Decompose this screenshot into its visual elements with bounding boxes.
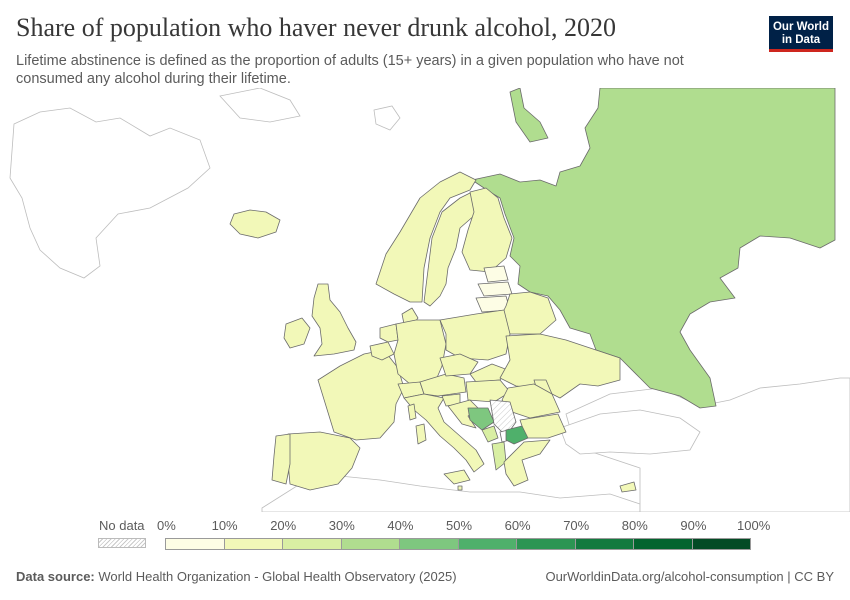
country-sweden[interactable] [423, 191, 477, 307]
country-belgium[interactable] [369, 341, 395, 361]
legend-tick-8: 80% [621, 518, 648, 533]
legend-bin-0[interactable] [165, 538, 225, 550]
legend-tick-7: 70% [563, 518, 590, 533]
country-estonia[interactable] [483, 265, 509, 283]
legend-bin-5[interactable] [458, 538, 517, 550]
legend-tick-6: 60% [504, 518, 531, 533]
country-finland[interactable] [461, 187, 513, 273]
country-germany[interactable] [393, 319, 447, 385]
data-source-label: Data source: [16, 569, 95, 584]
legend-color-bins [165, 538, 751, 550]
owid-logo[interactable]: Our World in Data [769, 16, 833, 52]
logo-line-1: Our World [772, 21, 829, 33]
no-data-regions [9, 88, 850, 512]
turkey-outline[interactable] [559, 409, 701, 455]
country-latvia[interactable] [477, 281, 513, 297]
legend-bin-6[interactable] [517, 538, 576, 550]
country-bosnia-herzegovina[interactable] [467, 407, 495, 431]
arctic-islands-outline[interactable] [219, 88, 301, 123]
country-malta[interactable] [457, 485, 463, 491]
logo-accent-bar [769, 49, 833, 52]
country-netherlands[interactable] [379, 323, 399, 343]
page-title: Share of population who haver never drun… [16, 13, 617, 42]
legend-bin-8[interactable] [634, 538, 693, 550]
country-sicily[interactable] [443, 469, 471, 485]
data-source: Data source: World Health Organization -… [16, 569, 457, 584]
legend-tick-3: 30% [328, 518, 355, 533]
country-north-macedonia[interactable] [505, 425, 529, 445]
svalbard-outline[interactable] [373, 105, 401, 131]
country-hungary[interactable] [465, 379, 511, 403]
legend-tick-2: 20% [270, 518, 297, 533]
legend-tick-10: 100% [737, 518, 771, 533]
legend-bin-9[interactable] [692, 538, 751, 550]
country-bulgaria[interactable] [519, 413, 567, 439]
country-croatia[interactable] [447, 399, 479, 429]
country-iceland[interactable] [229, 209, 281, 239]
legend-bin-2[interactable] [283, 538, 342, 550]
country-norway[interactable] [375, 171, 477, 303]
legend-tick-1: 10% [211, 518, 238, 533]
russia-novaya-zemlya[interactable] [509, 88, 549, 143]
data-source-text[interactable]: World Health Organization - Global Healt… [98, 569, 457, 584]
country-sardinia[interactable] [415, 423, 427, 445]
greenland-outline[interactable] [9, 107, 211, 279]
country-ukraine[interactable] [499, 333, 621, 399]
legend-no-data-label: No data [99, 518, 145, 533]
country-czechia[interactable] [439, 353, 479, 377]
legend-bin-1[interactable] [224, 538, 283, 550]
country-montenegro[interactable] [481, 425, 499, 443]
legend-no-data-swatch[interactable] [98, 538, 146, 548]
legend-bin-4[interactable] [400, 538, 459, 550]
country-greece[interactable] [503, 439, 551, 487]
country-russia[interactable] [471, 88, 836, 409]
page-subtitle: Lifetime abstinence is defined as the pr… [16, 53, 684, 87]
owid-url[interactable]: OurWorldinData.org/alcohol-consumption |… [545, 569, 834, 584]
country-cyprus[interactable] [619, 481, 637, 493]
country-france[interactable] [317, 349, 405, 441]
legend-tick-4: 40% [387, 518, 414, 533]
logo-line-2: in Data [781, 34, 821, 46]
country-ireland[interactable] [283, 317, 311, 349]
country-italy[interactable] [403, 393, 485, 473]
country-poland[interactable] [439, 309, 511, 361]
legend-tick-9: 90% [680, 518, 707, 533]
map-legend: No data 0% 10% 20% 30% 40% 50% 60% 70% 80% 90% 100… [0, 514, 850, 554]
europe-map[interactable] [0, 88, 850, 512]
legend-bin-3[interactable] [341, 538, 400, 550]
legend-tick-0: 0% [157, 518, 176, 533]
country-corsica[interactable] [407, 403, 417, 421]
country-united-kingdom[interactable] [311, 283, 357, 357]
legend-bin-7[interactable] [575, 538, 634, 550]
legend-tick-5: 50% [446, 518, 473, 533]
country-portugal[interactable] [271, 433, 291, 485]
country-albania[interactable] [491, 441, 507, 471]
